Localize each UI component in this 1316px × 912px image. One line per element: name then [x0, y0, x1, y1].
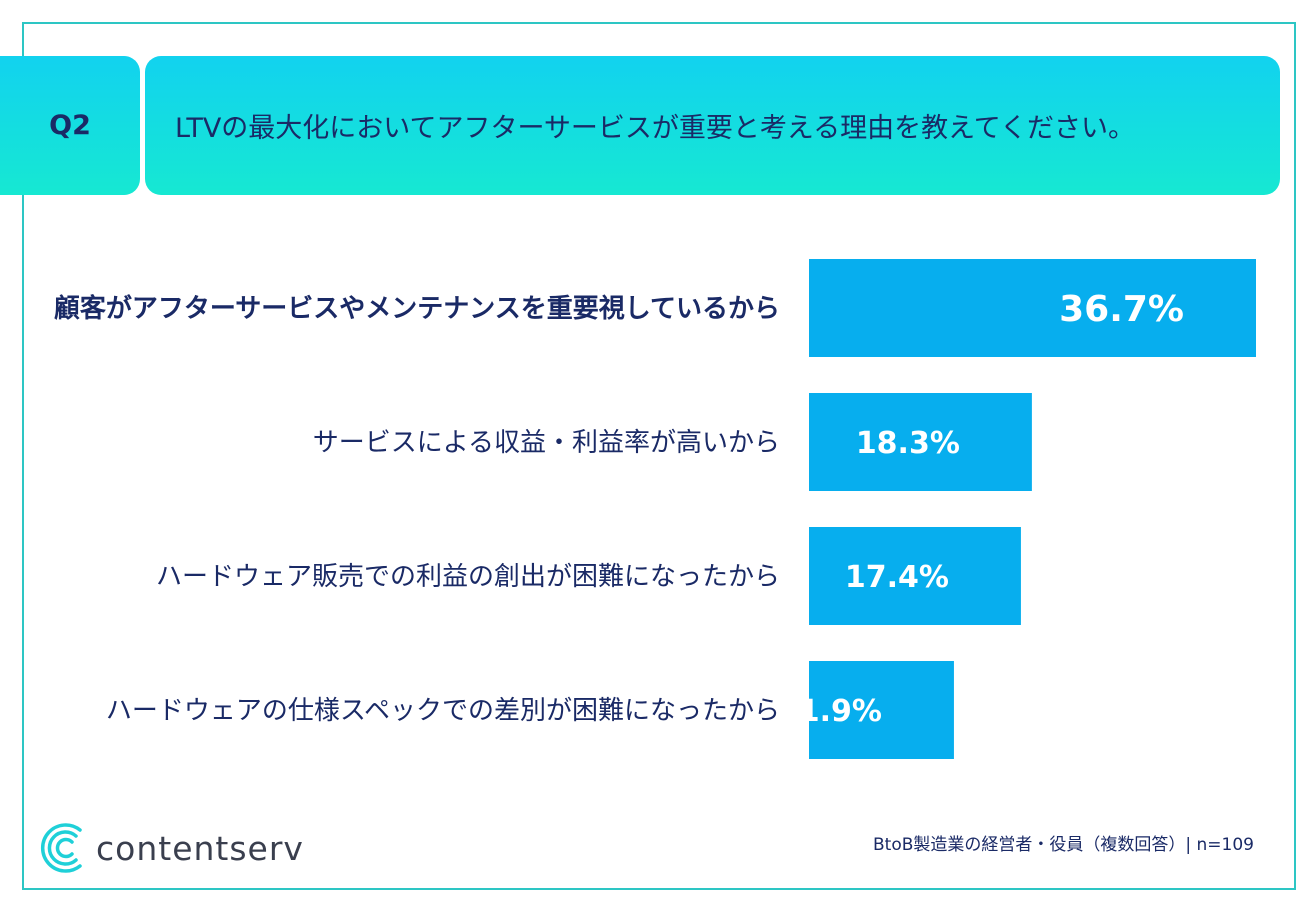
brand-name: contentserv: [96, 828, 304, 868]
category-label-4: ハードウェアの仕様スペックでの差別が困難になったから: [106, 696, 780, 726]
question-number-badge: Q2: [0, 56, 140, 195]
contentserv-logo-icon: [40, 823, 82, 873]
value-label-1: 36.7%: [1059, 289, 1184, 330]
question-header: LTVの最大化においてアフターサービスが重要と考える理由を教えてください。: [145, 56, 1280, 195]
value-label-3: 17.4%: [845, 560, 949, 595]
page-frame: [22, 22, 1296, 890]
bar-3: [809, 527, 1021, 625]
bar-2: [809, 393, 1032, 491]
value-label-2: 18.3%: [856, 426, 960, 461]
value-label-4: 11.9%: [778, 694, 882, 729]
bar-4: [809, 661, 954, 759]
brand-logo: contentserv: [36, 818, 304, 878]
question-text: LTVの最大化においてアフターサービスが重要と考える理由を教えてください。: [175, 113, 1135, 144]
question-number: Q2: [49, 110, 91, 141]
category-label-3: ハードウェア販売での利益の創出が困難になったから: [156, 562, 780, 592]
sample-footnote: BtoB製造業の経営者・役員（複数回答）| n=109: [873, 835, 1254, 855]
bar-1: [809, 259, 1256, 357]
category-label-1: 顧客がアフターサービスやメンテナンスを重要視しているから: [54, 293, 780, 324]
category-label-2: サービスによる収益・利益率が高いから: [313, 428, 780, 458]
